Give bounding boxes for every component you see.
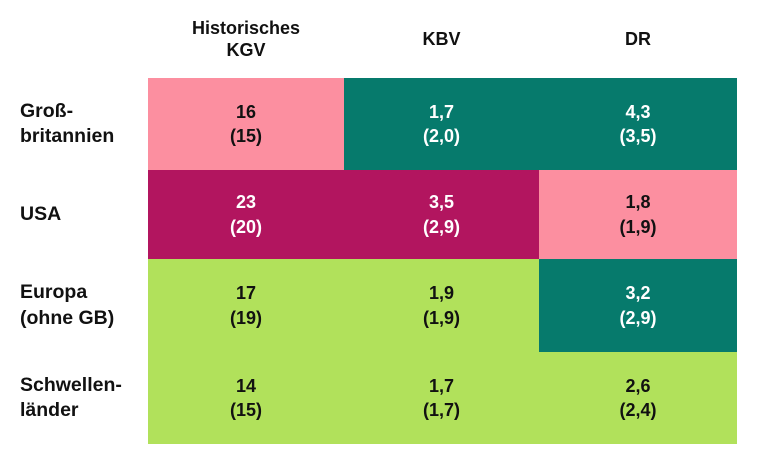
cell-schwellenlaender-kgv: 14 (15) [148,352,344,444]
cell-previous-value: (2,4) [619,400,657,420]
cell-value: 4,3 [625,101,651,122]
cell-usa-kgv: 23 (20) [148,170,344,259]
cell-previous-value: (2,0) [422,126,460,146]
cell-usa-kbv: 3,5 (2,9) [344,170,539,259]
cell-previous-value: (1,7) [422,400,460,420]
row-label-grossbritannien: Groß- britannien [20,99,115,147]
cell-previous-value: (19) [229,307,262,328]
cell-usa-dr: 1,8 (1,9) [539,170,737,259]
cell-grossbritannien-kbv: 1,7 (2,0) [344,78,539,170]
cell-previous-value: (15) [229,400,262,420]
cell-value: 3,2 [625,283,651,304]
row-label-europa-ohne-gb: Europa (ohne GB) [20,281,115,329]
cell-value: 1,7 [428,101,455,122]
cell-value: 17 [235,283,257,304]
cell-europa-dr: 3,2 (2,9) [539,259,737,352]
cell-value: 1,9 [428,283,455,304]
cell-value: 1,8 [625,192,651,213]
cell-schwellenlaender-dr: 2,6 (2,4) [539,352,737,444]
cell-previous-value: (1,9) [619,216,657,237]
heatmap-grid: 16 (15) 1,7 (2,0) 4,3 (3,5) 23 (20) 3,5 … [148,78,737,444]
cell-value: 2,6 [625,375,651,396]
cell-schwellenlaender-kbv: 1,7 (1,7) [344,352,539,444]
cell-previous-value: (1,9) [422,307,460,328]
row-label-usa: USA [20,202,62,225]
cell-grossbritannien-dr: 4,3 (3,5) [539,78,737,170]
cell-europa-kgv: 17 (19) [148,259,344,352]
column-header-historisches-kgv: Historisches KGV [191,17,301,61]
cell-europa-kbv: 1,9 (1,9) [344,259,539,352]
cell-previous-value: (20) [229,216,262,237]
cell-grossbritannien-kgv: 16 (15) [148,78,344,170]
column-header-dr: DR [625,28,651,49]
cell-previous-value: (3,5) [619,126,657,146]
row-label-schwellenlaender: Schwellen- länder [20,373,122,421]
cell-value: 1,7 [428,375,455,396]
cell-value: 23 [235,192,257,213]
cell-previous-value: (2,9) [619,307,657,328]
cell-value: 14 [235,375,257,396]
cell-value: 3,5 [428,192,455,213]
cell-previous-value: (15) [229,126,262,146]
cell-value: 16 [235,101,257,122]
column-header-kbv: KBV [422,28,461,49]
cell-previous-value: (2,9) [422,216,460,237]
